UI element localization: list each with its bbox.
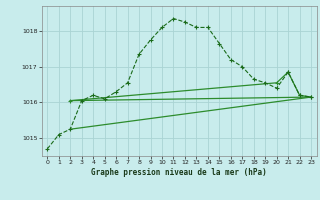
X-axis label: Graphe pression niveau de la mer (hPa): Graphe pression niveau de la mer (hPa) [91, 168, 267, 177]
